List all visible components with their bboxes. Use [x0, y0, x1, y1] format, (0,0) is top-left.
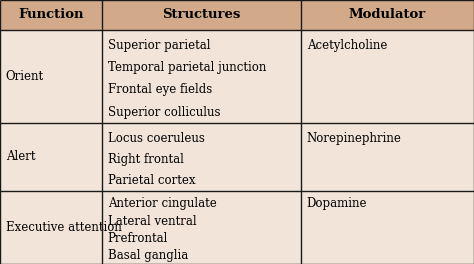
Text: Modulator: Modulator: [349, 8, 426, 21]
Text: Lateral ventral: Lateral ventral: [108, 215, 196, 228]
Text: Temporal parietal junction: Temporal parietal junction: [108, 61, 266, 74]
Bar: [0, 0, 474, 30]
Text: Superior colliculus: Superior colliculus: [108, 106, 220, 119]
Text: Right frontal: Right frontal: [108, 153, 183, 166]
Text: Basal ganglia: Basal ganglia: [108, 249, 188, 262]
Text: Locus coeruleus: Locus coeruleus: [108, 132, 204, 145]
Text: Alert: Alert: [6, 150, 35, 163]
Text: Dopamine: Dopamine: [307, 197, 367, 210]
Text: Function: Function: [18, 8, 84, 21]
Text: Frontal eye fields: Frontal eye fields: [108, 83, 212, 96]
Text: Prefrontal: Prefrontal: [108, 232, 168, 245]
Text: Executive attention: Executive attention: [6, 221, 121, 234]
Text: Orient: Orient: [6, 70, 44, 83]
Text: Norepinephrine: Norepinephrine: [307, 132, 401, 145]
Text: Structures: Structures: [162, 8, 241, 21]
Text: Anterior cingulate: Anterior cingulate: [108, 197, 216, 210]
Text: Parietal cortex: Parietal cortex: [108, 174, 195, 187]
Text: Acetylcholine: Acetylcholine: [307, 39, 387, 52]
Text: Superior parietal: Superior parietal: [108, 39, 210, 52]
